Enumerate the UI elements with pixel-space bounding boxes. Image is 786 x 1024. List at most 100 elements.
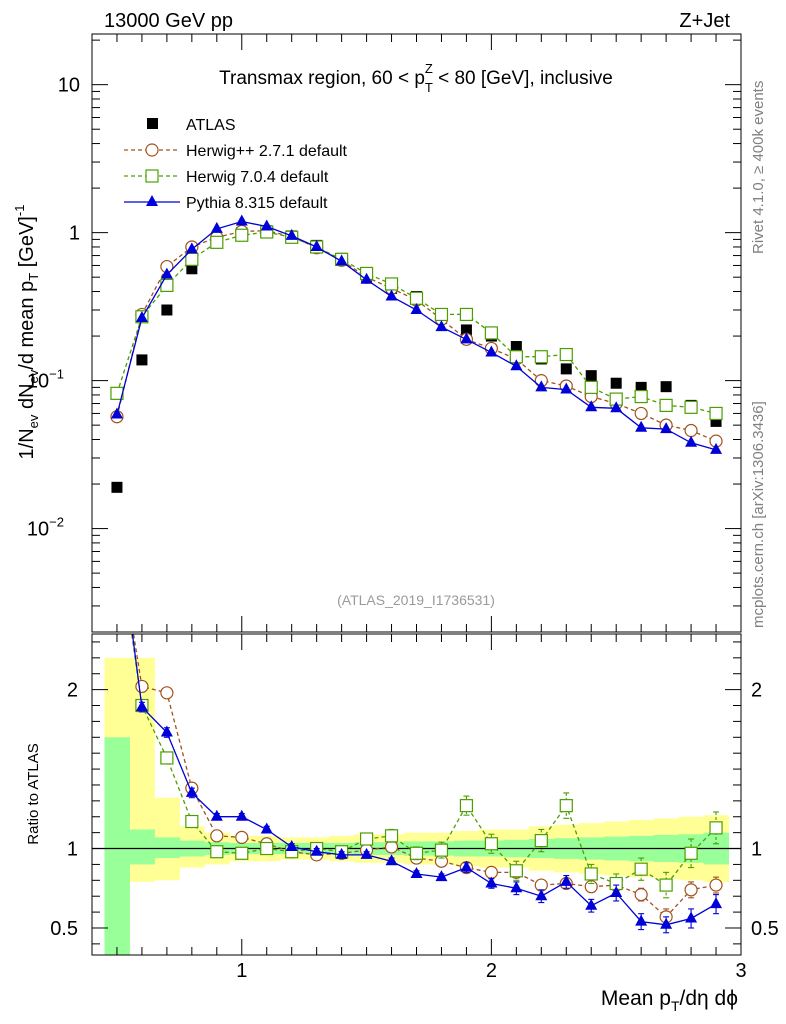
title-part-2: < 80 [GeV], inclusive xyxy=(433,68,613,89)
ratio-point-herwig-2-7-1-default xyxy=(111,525,123,537)
ratio-point-herwig-2-7-1-default xyxy=(135,679,149,694)
process-label: Z+Jet xyxy=(679,10,730,32)
series-line-herwig-2-7-1-default xyxy=(116,230,717,442)
xlabel-a-sub: T xyxy=(671,998,680,1014)
ratio-point-herwig-7-0-4-default xyxy=(359,832,374,846)
legend-label-pythia: Pythia 8.315 default xyxy=(186,195,328,212)
ratio-point-herwig-7-0-4-default xyxy=(584,867,598,881)
ratio-point-pythia-8-315-default xyxy=(235,809,248,821)
ratio-point-herwig-7-0-4-default xyxy=(384,829,399,843)
ratio-point-herwig-2-7-1-default xyxy=(684,883,698,897)
legend-marker-pythia xyxy=(146,195,158,206)
legend-label-herwig7: Herwig 7.0.4 default xyxy=(186,169,329,186)
point-pythia-8-315-default xyxy=(285,228,298,240)
point-atlas xyxy=(560,363,572,375)
ratio-point-pythia-8-315-default xyxy=(635,914,648,926)
ratio-point-herwig-7-0-4-default xyxy=(634,862,648,876)
ratio-point-herwig-7-0-4-default xyxy=(260,841,274,856)
point-pythia-8-315-default xyxy=(235,214,248,226)
point-pythia-8-315-default xyxy=(185,242,198,254)
ratio-point-pythia-8-315-default xyxy=(585,898,598,910)
legend-marker-herwig7 xyxy=(145,169,159,183)
series-line-pythia-8-315-default xyxy=(116,220,717,451)
ratio-point-herwig-7-0-4-default xyxy=(534,833,548,848)
point-pythia-8-315-default xyxy=(710,442,723,454)
ratio-point-herwig-2-7-1-default xyxy=(160,686,174,700)
ratio-point-herwig-2-7-1-default xyxy=(235,830,249,845)
ratio-point-herwig-7-0-4-default xyxy=(559,799,573,813)
series-atlas xyxy=(111,225,722,493)
title-sub: T xyxy=(425,80,433,95)
mcplots-reference-label: mcplots.cern.ch [arXiv:1306.3436] xyxy=(750,401,767,628)
point-herwig-7-0-4-default xyxy=(584,380,598,394)
inner-band-bin xyxy=(154,837,180,859)
x-tick-label: 1 xyxy=(236,960,247,982)
point-pythia-8-315-default xyxy=(685,435,698,447)
ratio-y-tick-label-right: 1 xyxy=(751,839,762,861)
point-pythia-8-315-default xyxy=(135,310,148,322)
point-pythia-8-315-default xyxy=(360,272,373,284)
ratio-point-pythia-8-315-default xyxy=(160,725,173,737)
inner-band-bin xyxy=(104,737,130,955)
ratio-point-pythia-8-315-default xyxy=(710,897,723,909)
point-herwig-7-0-4-default xyxy=(185,252,199,266)
point-herwig-7-0-4-default xyxy=(459,307,474,322)
point-atlas xyxy=(585,370,597,382)
point-atlas xyxy=(710,415,722,427)
point-herwig-7-0-4-default xyxy=(384,277,399,291)
point-pythia-8-315-default xyxy=(260,219,273,231)
series-herwig-7-0-4-default xyxy=(110,225,723,421)
ratio-point-pythia-8-315-default xyxy=(111,508,123,519)
ratio-point-herwig-2-7-1-default xyxy=(709,878,723,892)
ratio-point-herwig-7-0-4-default xyxy=(484,837,498,851)
inner-band-bin xyxy=(129,829,155,865)
ratio-point-herwig-7-0-4-default xyxy=(459,799,474,813)
point-atlas xyxy=(510,341,522,353)
point-atlas xyxy=(186,263,198,275)
y-tick-label: 1 xyxy=(69,223,80,245)
ratio-y-axis-label: Ratio to ATLAS xyxy=(25,743,42,844)
point-pythia-8-315-default xyxy=(410,303,423,315)
ratio-point-herwig-7-0-4-default xyxy=(434,843,449,857)
energy-label: 13000 GeV pp xyxy=(104,10,233,32)
ratio-point-pythia-8-315-default xyxy=(260,822,273,834)
ratio-point-pythia-8-315-default xyxy=(460,860,473,872)
main-title: Transmax region, 60 < pTZ < 80 [GeV], in… xyxy=(219,61,613,95)
ratio-series-herwig-7-0-4-default xyxy=(111,525,723,899)
ratio-y-tick-label-right: 0.5 xyxy=(751,918,779,940)
y-tick-label-base: 10 xyxy=(58,75,80,97)
point-pythia-8-315-default xyxy=(535,380,548,392)
title-part-1: Transmax region, 60 < p xyxy=(219,68,425,89)
ratio-point-pythia-8-315-default xyxy=(610,886,623,898)
point-pythia-8-315-default xyxy=(160,267,173,279)
ratio-y-tick-label: 0.5 xyxy=(50,918,78,940)
point-atlas xyxy=(660,381,672,393)
title-sup: Z xyxy=(425,61,433,76)
ratio-y-tick-label-right: 2 xyxy=(751,680,762,702)
ratio-point-pythia-8-315-default xyxy=(135,700,148,712)
x-axis-label: Mean pT/dη dϕ xyxy=(601,987,738,1014)
ratio-point-herwig-7-0-4-default xyxy=(111,525,123,537)
ratio-y-tick-label: 2 xyxy=(67,680,78,702)
ratio-point-pythia-8-315-default xyxy=(560,874,573,886)
point-atlas xyxy=(635,381,647,393)
point-pythia-8-315-default xyxy=(210,221,223,233)
rivet-version-label: Rivet 4.1.0, ≥ 400k events xyxy=(750,81,767,254)
point-herwig-7-0-4-default xyxy=(634,389,648,404)
analysis-id-watermark: (ATLAS_2019_I1736531) xyxy=(337,592,495,608)
point-herwig-7-0-4-default xyxy=(534,350,548,364)
main-data-area xyxy=(110,214,723,493)
point-pythia-8-315-default xyxy=(335,254,348,266)
ratio-point-pythia-8-315-default xyxy=(185,785,198,797)
ratio-point-herwig-2-7-1-default xyxy=(434,854,449,868)
point-pythia-8-315-default xyxy=(435,320,448,332)
x-tick-label: 2 xyxy=(486,960,497,982)
point-pythia-8-315-default xyxy=(660,422,673,434)
point-atlas xyxy=(161,304,173,316)
ratio-point-herwig-7-0-4-default xyxy=(659,878,673,892)
ratio-point-pythia-8-315-default xyxy=(385,854,398,866)
xlabel-a: Mean p xyxy=(601,987,671,1010)
